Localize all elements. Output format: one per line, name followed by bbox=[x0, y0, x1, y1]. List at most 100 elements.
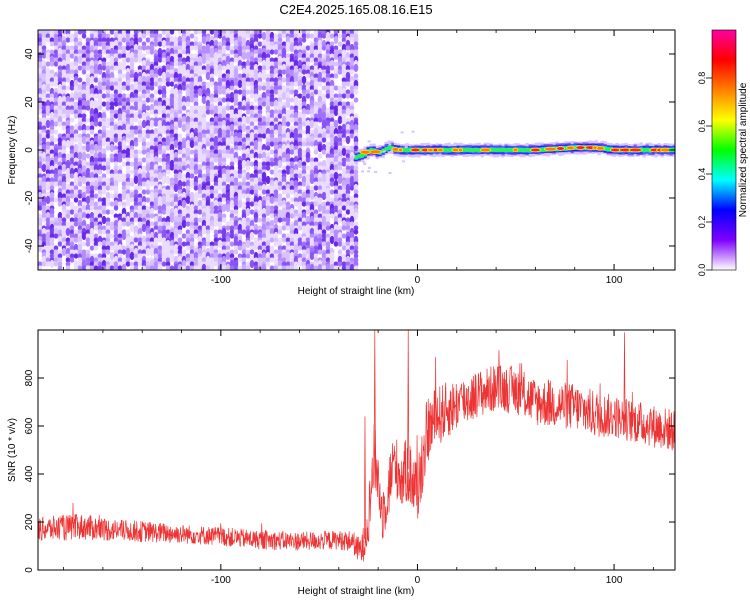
noise-cell bbox=[181, 161, 187, 167]
noise-cell bbox=[77, 151, 83, 161]
noise-cell bbox=[229, 117, 235, 123]
noise-cell bbox=[109, 133, 115, 139]
noise-cell bbox=[61, 197, 67, 203]
noise-cell bbox=[181, 173, 187, 179]
noise-cell bbox=[57, 157, 63, 163]
noise-cell bbox=[129, 69, 135, 75]
noise-cell bbox=[253, 117, 259, 123]
noise-cell bbox=[201, 263, 207, 270]
noise-cell bbox=[189, 173, 195, 179]
noise-cell bbox=[133, 30, 139, 35]
noise-cell bbox=[229, 229, 235, 235]
noise-cell bbox=[137, 37, 143, 43]
noise-cell bbox=[145, 189, 151, 195]
noise-cell bbox=[209, 205, 215, 211]
noise-cell bbox=[149, 85, 155, 91]
noise-cell bbox=[101, 137, 107, 143]
noise-cell bbox=[217, 73, 223, 79]
noise-cell bbox=[81, 33, 87, 39]
noise-cell bbox=[97, 33, 103, 39]
noise-cell bbox=[85, 49, 91, 55]
noise-cell bbox=[217, 45, 223, 51]
noise-cell bbox=[169, 257, 175, 263]
noise-cell bbox=[189, 197, 195, 203]
noise-cell bbox=[317, 81, 323, 87]
noise-cell bbox=[117, 53, 123, 59]
noise-cell bbox=[181, 177, 187, 183]
noise-cell bbox=[149, 237, 155, 243]
noise-cell bbox=[38, 145, 43, 151]
noise-cell bbox=[69, 185, 75, 191]
noise-cell bbox=[61, 149, 67, 155]
noise-cell bbox=[261, 133, 267, 139]
noise-cell bbox=[73, 45, 79, 51]
noise-cell bbox=[129, 161, 135, 167]
noise-cell bbox=[141, 81, 147, 87]
tone-hotspot bbox=[438, 148, 443, 152]
noise-cell bbox=[177, 69, 183, 75]
noise-cell bbox=[177, 161, 183, 167]
noise-cell bbox=[201, 133, 207, 139]
noise-cell bbox=[197, 225, 203, 231]
noise-cell bbox=[213, 241, 219, 247]
noise-cell bbox=[245, 265, 251, 270]
noise-cell bbox=[173, 157, 179, 163]
noise-cell bbox=[41, 93, 47, 99]
noise-cell bbox=[261, 31, 267, 41]
noise-cell bbox=[209, 241, 215, 247]
noise-cell bbox=[217, 97, 223, 103]
noise-cell bbox=[217, 161, 223, 167]
noise-cell bbox=[225, 33, 231, 39]
noise-cell bbox=[249, 241, 255, 247]
noise-cell bbox=[121, 185, 127, 191]
noise-cell bbox=[181, 199, 187, 209]
noise-cell bbox=[57, 197, 63, 203]
noise-cell bbox=[289, 117, 295, 123]
noise-cell bbox=[133, 201, 139, 207]
noise-cell bbox=[153, 61, 159, 67]
noise-cell bbox=[173, 221, 179, 227]
noise-cell bbox=[313, 201, 319, 207]
noise-cell bbox=[105, 53, 111, 59]
noise-cell bbox=[137, 129, 143, 135]
noise-cell bbox=[257, 81, 263, 87]
noise-cell bbox=[105, 93, 111, 99]
noise-cell bbox=[57, 30, 63, 35]
noise-cell bbox=[249, 121, 255, 127]
noise-cell bbox=[49, 49, 55, 55]
noise-cell bbox=[217, 239, 223, 249]
noise-cell bbox=[249, 73, 255, 79]
noise-cell bbox=[125, 161, 131, 167]
noise-cell bbox=[113, 89, 119, 95]
noise-cell bbox=[169, 77, 175, 83]
noise-cell bbox=[65, 53, 71, 59]
noise-cell bbox=[201, 30, 207, 35]
noise-cell bbox=[269, 49, 275, 55]
noise-cell bbox=[177, 189, 183, 195]
noise-cell bbox=[133, 175, 139, 185]
noise-cell bbox=[149, 157, 155, 163]
noise-cell bbox=[117, 129, 123, 135]
noise-cell bbox=[113, 173, 119, 179]
noise-cell bbox=[181, 85, 187, 91]
noise-cell bbox=[53, 41, 59, 47]
noise-cell bbox=[229, 135, 235, 145]
noise-cell bbox=[193, 181, 199, 187]
noise-cell bbox=[301, 37, 307, 43]
noise-cell bbox=[65, 221, 71, 227]
noise-cell bbox=[117, 73, 123, 79]
noise-cell bbox=[241, 185, 247, 191]
noise-cell bbox=[185, 213, 191, 219]
noise-cell bbox=[77, 137, 83, 143]
noise-cell bbox=[61, 69, 67, 75]
noise-cell bbox=[165, 105, 171, 111]
noise-cell bbox=[177, 165, 183, 171]
noise-cell bbox=[165, 257, 171, 263]
noise-cell bbox=[117, 77, 123, 83]
noise-cell bbox=[205, 237, 211, 243]
noise-cell bbox=[305, 93, 311, 99]
noise-cell bbox=[193, 213, 199, 219]
noise-cell bbox=[237, 109, 243, 115]
noise-cell bbox=[245, 33, 251, 39]
noise-cell bbox=[121, 153, 127, 159]
